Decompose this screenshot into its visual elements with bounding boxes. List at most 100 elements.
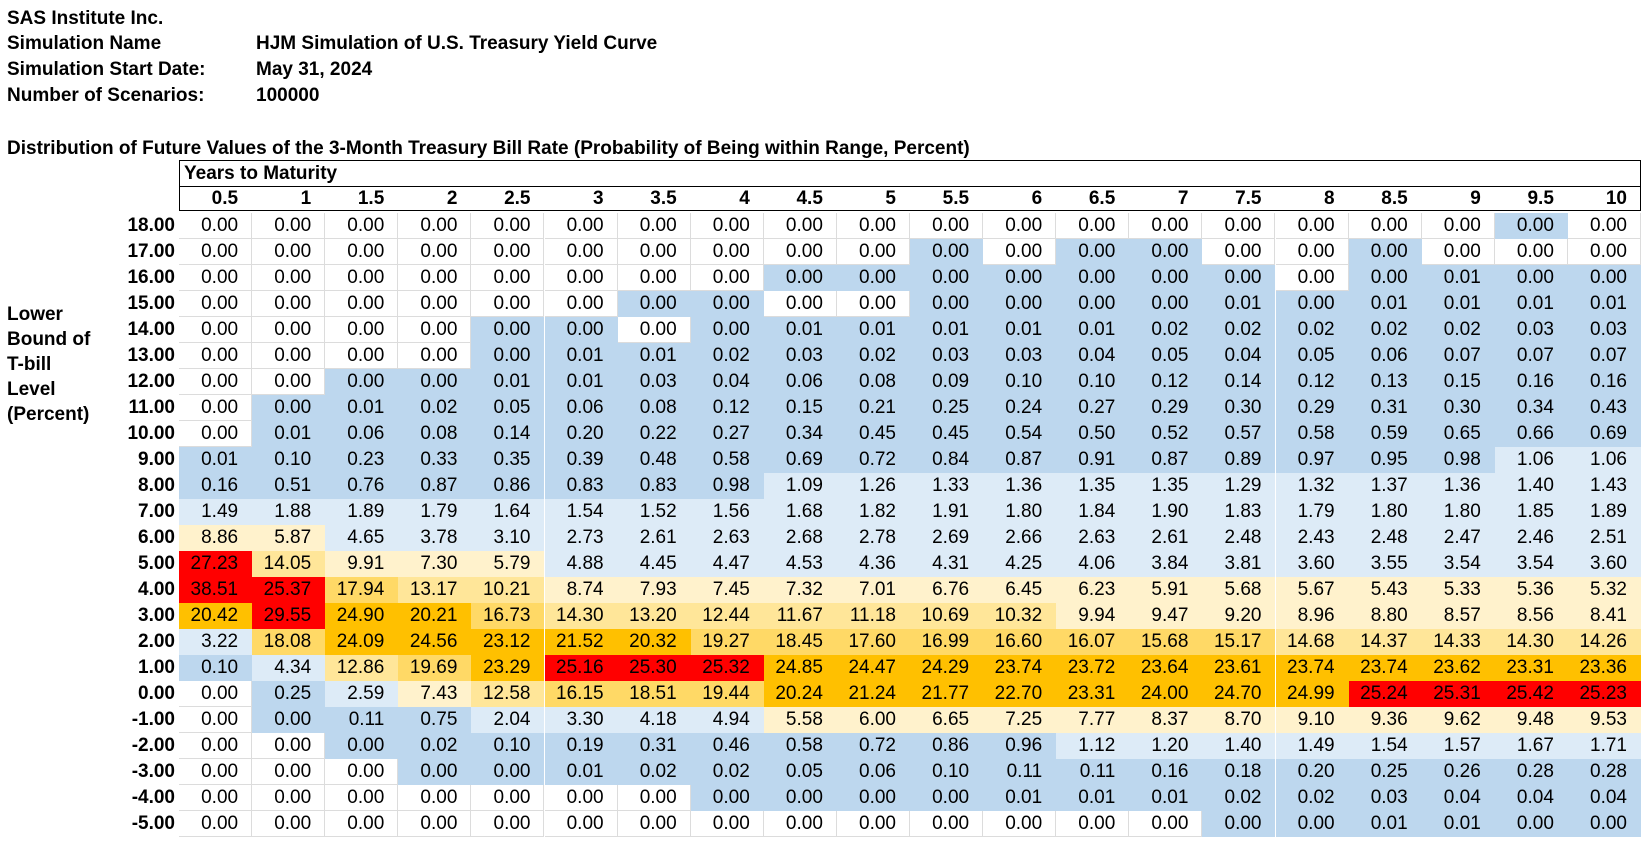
heatmap-cell: 2.46 (1494, 525, 1568, 551)
heatmap-cell: 0.00 (252, 213, 326, 239)
heatmap-cell: 0.76 (325, 473, 399, 499)
heatmap-cell: 25.32 (690, 655, 764, 681)
heatmap-cell: 0.00 (1056, 811, 1130, 837)
heatmap-cell: 0.58 (763, 733, 837, 759)
heatmap-cell: 0.91 (1056, 447, 1130, 473)
heatmap-cell: 14.37 (1348, 629, 1422, 655)
heatmap-cell: 0.02 (398, 395, 472, 421)
heatmap-cell: 5.32 (1567, 577, 1641, 603)
heatmap-cell: 0.00 (325, 239, 399, 265)
heatmap-cell: 20.42 (179, 603, 253, 629)
heatmap-cell: 0.00 (1202, 811, 1276, 837)
heatmap-cell: 0.10 (471, 733, 545, 759)
heatmap-cell: 0.04 (1421, 785, 1495, 811)
y-tick-label: 3.00 (138, 605, 175, 626)
heatmap-cell: 9.48 (1494, 707, 1568, 733)
heatmap-cell: 0.02 (1348, 317, 1422, 343)
x-tick-label: 5 (885, 188, 896, 209)
heatmap-cell: 0.00 (1202, 239, 1276, 265)
heatmap-cell: 0.16 (1567, 369, 1641, 395)
heatmap-cell: 0.00 (398, 785, 472, 811)
y-tick-label: 11.00 (128, 397, 176, 418)
heatmap-cell: 0.12 (690, 395, 764, 421)
heatmap-cell: 0.00 (179, 239, 253, 265)
heatmap-cell: 0.00 (544, 811, 618, 837)
heatmap-cell: 0.00 (690, 239, 764, 265)
heatmap-cell: 20.24 (763, 681, 837, 707)
heatmap-cell: 7.43 (398, 681, 472, 707)
heatmap-cell: 0.00 (910, 811, 984, 837)
heatmap-cell: 0.01 (910, 317, 984, 343)
x-tick-label: 2 (446, 188, 458, 209)
x-tick-label: 3.5 (650, 188, 677, 209)
heatmap-cell: 2.61 (1129, 525, 1203, 551)
y-tick-label: 1.00 (138, 657, 175, 678)
heatmap-cell: 9.62 (1421, 707, 1495, 733)
heatmap-cell: 0.00 (1348, 265, 1422, 291)
heatmap-cell: 1.06 (1494, 447, 1568, 473)
heatmap-cell: 0.06 (836, 759, 910, 785)
heatmap-cell: 24.70 (1202, 681, 1276, 707)
heatmap-cell: 1.80 (1348, 499, 1422, 525)
x-tick-label: 5.5 (942, 188, 970, 209)
heatmap-cell: 0.00 (1494, 811, 1568, 837)
heatmap-cell: 0.00 (179, 343, 253, 369)
heatmap-cell: 0.00 (325, 369, 399, 395)
heatmap-cell: 0.00 (471, 343, 545, 369)
heatmap-cell: 0.59 (1348, 421, 1422, 447)
heatmap-cell: 17.94 (325, 577, 399, 603)
heatmap-cell: 9.20 (1202, 603, 1276, 629)
heatmap-cell: 1.91 (910, 499, 984, 525)
heatmap-cell: 0.34 (763, 421, 837, 447)
heatmap-cell: 12.58 (471, 681, 545, 707)
heatmap-cell: 0.04 (1567, 785, 1641, 811)
x-tick-label: 9.5 (1527, 188, 1554, 209)
heatmap-cell: 1.54 (544, 499, 618, 525)
heatmap-cell: 0.00 (544, 213, 618, 239)
heatmap-cell: 14.68 (1275, 629, 1349, 655)
heatmap-cell: 3.54 (1494, 551, 1568, 577)
heatmap-cell: 11.67 (763, 603, 837, 629)
heatmap-cell: 0.00 (836, 265, 910, 291)
scenarios-count: 100000 (256, 85, 320, 106)
heatmap-cell: 0.00 (1129, 213, 1203, 239)
heatmap-cell: 0.00 (690, 265, 764, 291)
heatmap-cell: 0.72 (836, 447, 910, 473)
heatmap-cell: 0.00 (910, 213, 984, 239)
heatmap-cell: 0.65 (1421, 421, 1495, 447)
heatmap-cell: 0.83 (544, 473, 618, 499)
heatmap-cell: 0.00 (471, 759, 545, 785)
heatmap-cell: 3.22 (179, 629, 253, 655)
x-tick-label: 3 (593, 188, 604, 209)
y-tick-label: 5.00 (138, 553, 175, 574)
heatmap-cell: 0.86 (471, 473, 545, 499)
heatmap-cell: 23.36 (1567, 655, 1641, 681)
heatmap-cell: 0.20 (1275, 759, 1349, 785)
heatmap-cell: 0.02 (690, 759, 764, 785)
heatmap-cell: 9.36 (1348, 707, 1422, 733)
heatmap-cell: 0.00 (325, 317, 399, 343)
y-axis-label-line: T-bill (7, 354, 52, 375)
heatmap-cell: 0.06 (544, 395, 618, 421)
x-tick-label: 9 (1470, 188, 1481, 209)
heatmap-cell: 0.10 (910, 759, 984, 785)
heatmap-cell: 12.86 (325, 655, 399, 681)
heatmap-cell: 0.00 (252, 369, 326, 395)
heatmap-cell: 1.12 (1056, 733, 1130, 759)
simulation-name-label: Simulation Name (7, 33, 162, 54)
start-date-label: Simulation Start Date: (7, 59, 206, 80)
heatmap-cell: 0.02 (1202, 785, 1276, 811)
heatmap-cell: 0.29 (1275, 395, 1349, 421)
heatmap-cell: 0.00 (690, 291, 764, 317)
heatmap-cell: 6.65 (910, 707, 984, 733)
heatmap-cell: 0.03 (617, 369, 691, 395)
heatmap-cell: 1.37 (1348, 473, 1422, 499)
y-tick-label: 0.00 (138, 683, 175, 704)
heatmap-cell: 0.52 (1129, 421, 1203, 447)
heatmap-cell: 1.43 (1567, 473, 1641, 499)
x-tick-label: 8 (1324, 188, 1335, 209)
heatmap-cell: 8.74 (544, 577, 618, 603)
heatmap-cell: 8.41 (1567, 603, 1641, 629)
heatmap-cell: 0.03 (910, 343, 984, 369)
heatmap-cell: 1.26 (836, 473, 910, 499)
